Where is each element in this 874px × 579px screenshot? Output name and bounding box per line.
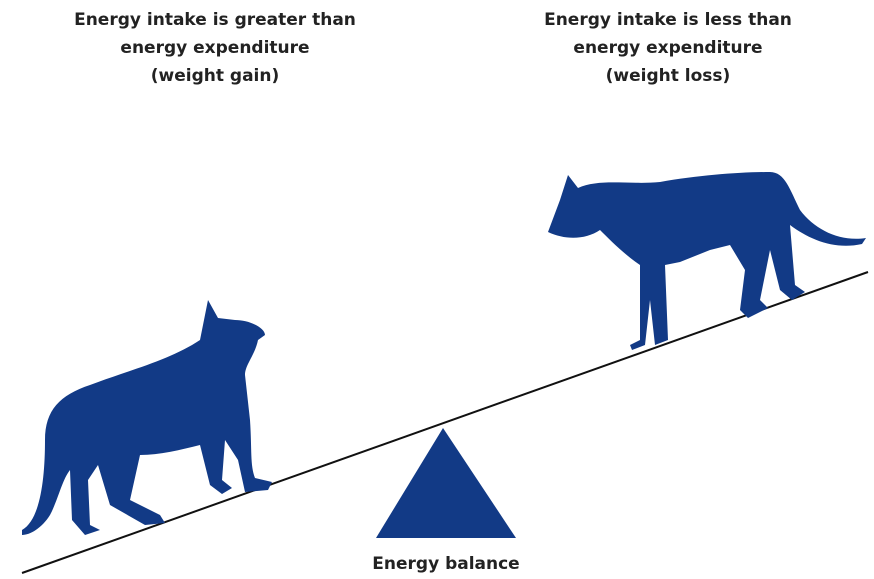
left-label-line: energy expenditure	[120, 38, 309, 58]
right-label-line: (weight loss)	[606, 66, 731, 86]
fulcrum-label: Energy balance	[372, 554, 519, 574]
energy-balance-diagram: Energy intake is greater than energy exp…	[0, 0, 874, 579]
right-label-line: Energy intake is less than	[544, 10, 792, 30]
left-label-line: (weight gain)	[151, 66, 280, 86]
right-label-line: energy expenditure	[573, 38, 762, 58]
left-label-line: Energy intake is greater than	[74, 10, 356, 30]
